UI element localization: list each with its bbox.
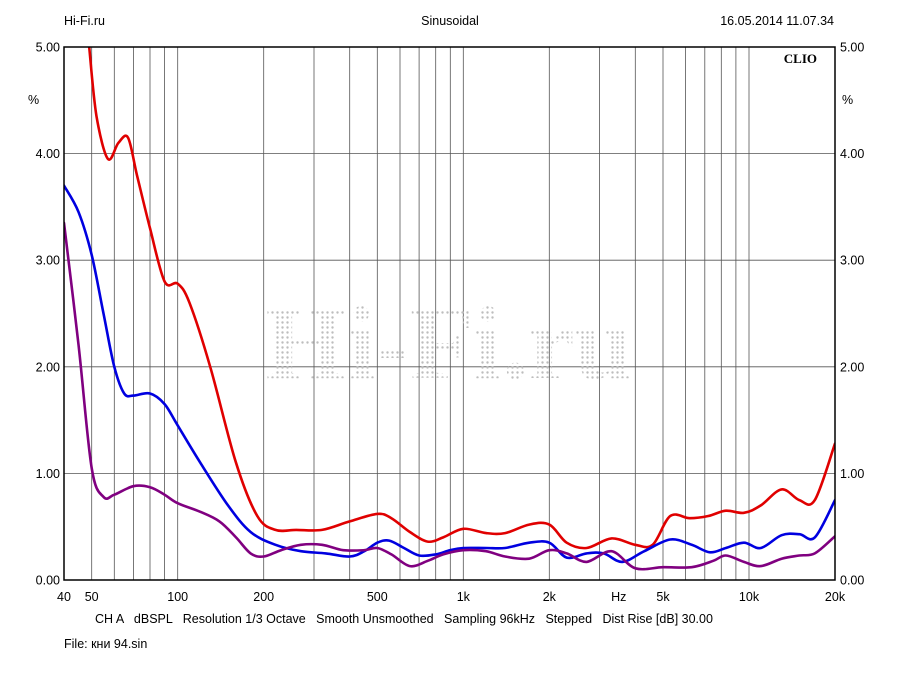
y-tick-label-right: 3.00 — [840, 254, 864, 268]
x-tick-label: 2k — [543, 590, 557, 604]
y-tick-label-right: 0.00 — [840, 574, 864, 588]
series-line-1 — [87, 47, 835, 550]
x-tick-label: 200 — [253, 590, 274, 604]
x-tick-label: 5k — [656, 590, 670, 604]
x-tick-label: 1k — [457, 590, 471, 604]
series-line-3 — [64, 221, 835, 571]
x-tick-label: Hz — [611, 590, 626, 604]
y-tick-label-left: 3.00 — [36, 254, 60, 268]
y-tick-label-right: 1.00 — [840, 467, 864, 481]
y-tick-label-left: 5.00 — [36, 41, 60, 55]
measurement-settings: CH A dBSPL Resolution 1/3 Octave Smooth … — [95, 612, 713, 626]
y-tick-label-right: 4.00 — [840, 147, 864, 161]
x-tick-label: 500 — [367, 590, 388, 604]
header-timestamp: 16.05.2014 11.07.34 — [720, 14, 834, 28]
x-tick-label: 40 — [57, 590, 71, 604]
y-tick-label-right: 5.00 — [840, 41, 864, 55]
x-tick-label: 50 — [85, 590, 99, 604]
header-site: Hi-Fi.ru — [64, 14, 105, 28]
series-group — [64, 47, 835, 571]
header-mode: Sinusoidal — [421, 14, 479, 28]
x-tick-label: 20k — [825, 590, 846, 604]
file-name: File: кни 94.sin — [64, 637, 148, 651]
series-line-2 — [64, 184, 835, 564]
plot-frame — [63, 46, 836, 581]
watermark: Hi-Fi.ru — [266, 286, 633, 401]
y-tick-label-left: 2.00 — [36, 360, 60, 374]
x-tick-label: 10k — [739, 590, 760, 604]
y-tick-label-left: 4.00 — [36, 147, 60, 161]
x-tick-label: 100 — [167, 590, 188, 604]
y-tick-label-right: 2.00 — [840, 360, 864, 374]
grid — [64, 47, 836, 580]
y-tick-label-left: 0.00 — [36, 574, 60, 588]
y-tick-label-left: 1.00 — [36, 467, 60, 481]
y-unit-left: % — [28, 93, 39, 107]
tick-labels: 40 50 100 200 500 1k 2k Hz 5k 10k 20k 0.00 0.00 1.00 1… — [36, 41, 865, 605]
clio-logo: CLIO — [784, 51, 817, 66]
y-unit-right: % — [842, 93, 853, 107]
